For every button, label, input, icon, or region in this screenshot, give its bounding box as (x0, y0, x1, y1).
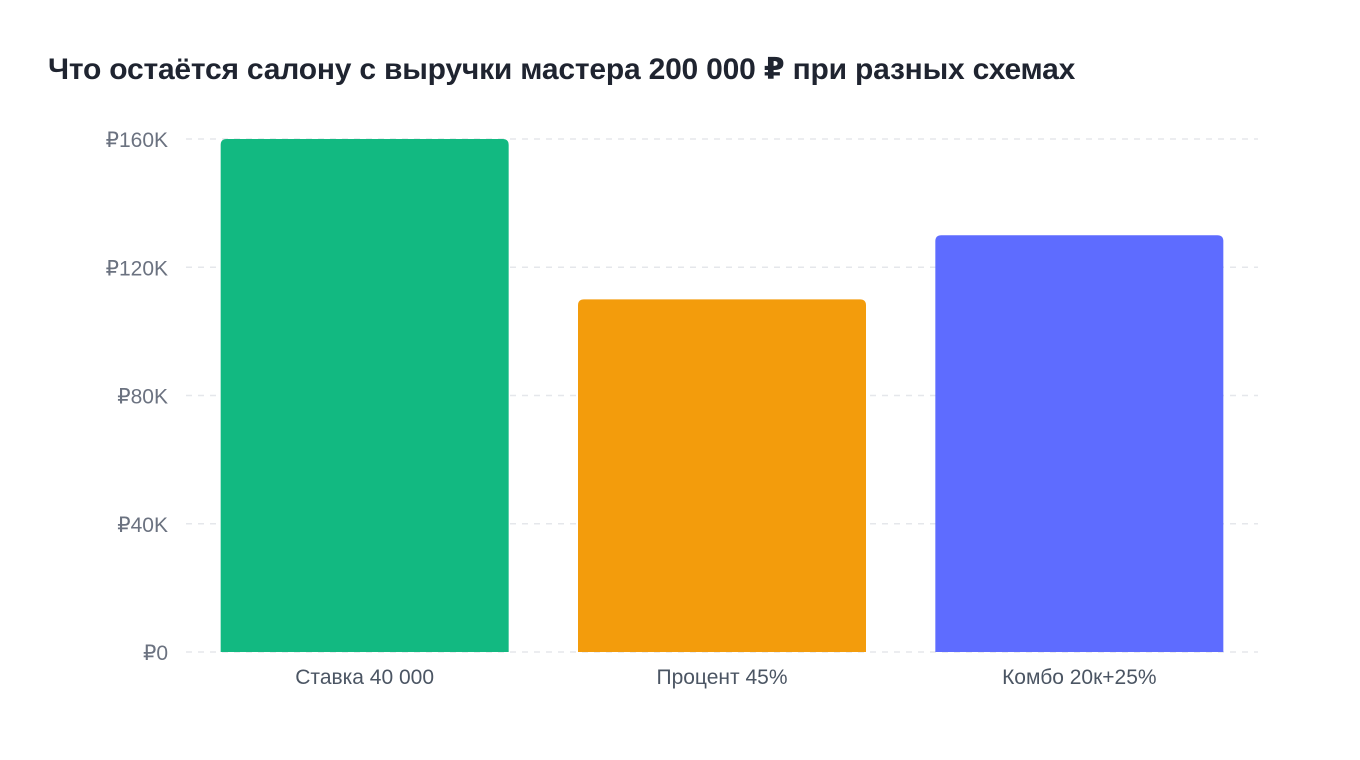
bar (935, 235, 1224, 652)
bar (220, 139, 509, 652)
chart-title: Что остаётся салону с выручки мастера 20… (48, 53, 1076, 86)
y-tick-label: ₽120K (106, 257, 168, 280)
y-tick-label: ₽0 (143, 642, 168, 665)
y-tick-label: ₽80K (117, 386, 168, 409)
x-category-label: Ставка 40 000 (295, 666, 434, 689)
bar (578, 299, 866, 652)
y-tick-label: ₽40K (117, 514, 168, 537)
x-category-label: Процент 45% (656, 666, 787, 689)
y-tick-label: ₽160K (106, 129, 168, 152)
bars-layer (220, 139, 1224, 652)
labels-layer: ₽0 ₽40K ₽80K ₽120K ₽160K Ставка 40 000 Процент… (106, 129, 1157, 689)
x-category-label: Комбо 20к+25% (1002, 666, 1157, 689)
